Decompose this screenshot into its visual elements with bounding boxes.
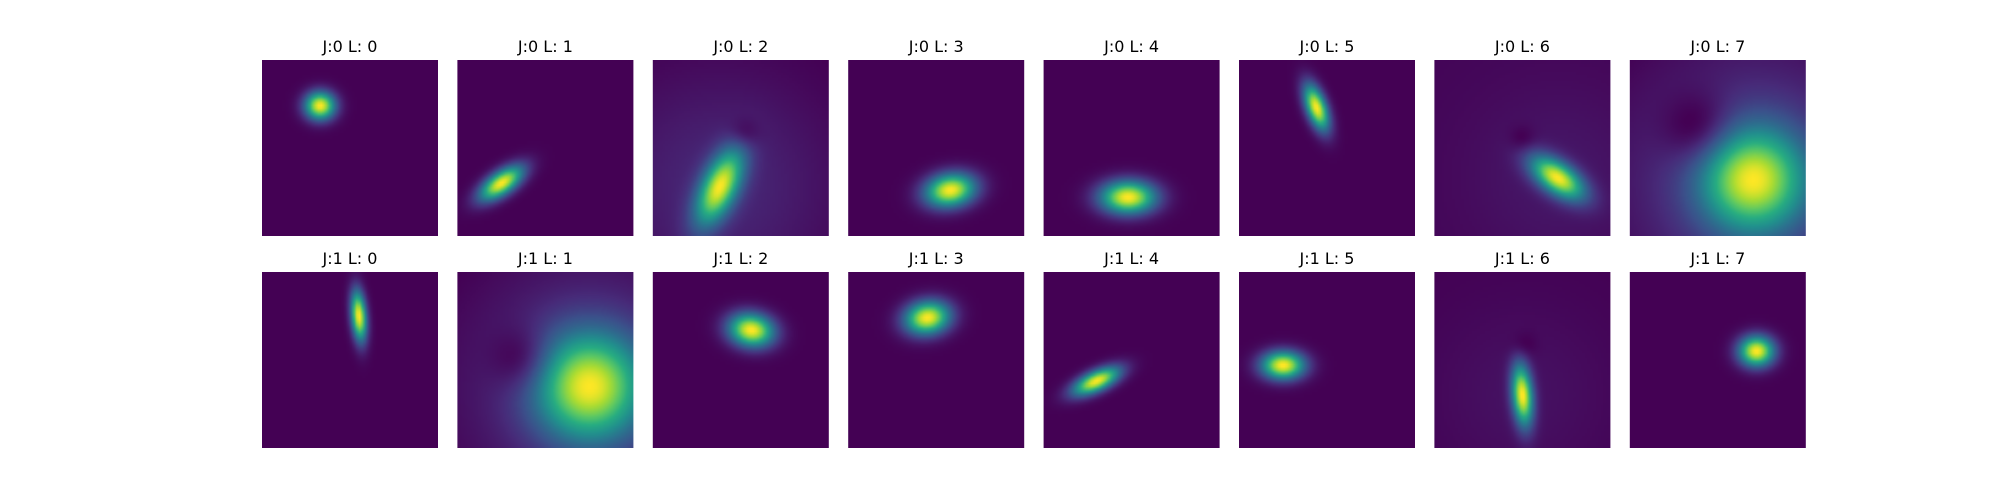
- heatmap-panel: J:1 L: 3: [848, 249, 1025, 448]
- panel-title: J:0 L: 0: [322, 37, 378, 56]
- panel-title: J:0 L: 5: [1299, 37, 1355, 56]
- heatmap-panel: J:0 L: 0: [262, 37, 438, 236]
- heatmap-image: [1239, 60, 1415, 236]
- heatmap-image: [652, 272, 829, 448]
- heatmap-panel: J:0 L: 1: [457, 37, 634, 236]
- heatmap-panel: J:1 L: 1: [457, 249, 634, 448]
- panel-title: J:1 L: 5: [1299, 249, 1355, 268]
- panel-title: J:0 L: 4: [1103, 37, 1159, 56]
- panel-title: J:1 L: 2: [712, 249, 768, 268]
- panel-title: J:1 L: 6: [1494, 249, 1550, 268]
- heatmap-panel: J:1 L: 2: [652, 249, 829, 448]
- heatmap-image: [848, 60, 1025, 236]
- heatmap-panel: J:1 L: 4: [1043, 249, 1220, 448]
- heatmap-image: [1043, 272, 1220, 448]
- panels-layer: J:0 L: 0 J:0 L: 1 J:0 L: 2 J:0 L: 3 J:0 L: 4…: [262, 37, 1806, 448]
- heatmap-panel: J:0 L: 3: [848, 37, 1025, 236]
- heatmap-image: [848, 272, 1025, 448]
- panel-title: J:1 L: 1: [517, 249, 573, 268]
- heatmap-image: [1239, 272, 1415, 448]
- heatmap-image: [1629, 272, 1806, 448]
- heatmap-panel: J:1 L: 0: [262, 249, 438, 448]
- panel-title: J:1 L: 4: [1103, 249, 1159, 268]
- heatmap-panel: J:1 L: 5: [1239, 249, 1415, 448]
- heatmap-image: [457, 272, 634, 448]
- panel-title: J:0 L: 6: [1494, 37, 1550, 56]
- heatmap-image: [1434, 60, 1611, 236]
- heatmap-panel: J:0 L: 2: [652, 37, 829, 236]
- heatmap-panel: J:0 L: 7: [1629, 37, 1806, 236]
- heatmap-image: [652, 60, 829, 236]
- panel-title: J:1 L: 7: [1689, 249, 1745, 268]
- heatmap-panel: J:0 L: 4: [1043, 37, 1220, 236]
- panel-title: J:1 L: 0: [322, 249, 378, 268]
- heatmap-image: [262, 272, 438, 448]
- heatmap-image: [262, 60, 438, 236]
- heatmap-panel: J:0 L: 6: [1434, 37, 1611, 236]
- heatmap-image: [1043, 60, 1220, 236]
- panel-title: J:0 L: 7: [1689, 37, 1745, 56]
- heatmap-image: [1629, 60, 1806, 236]
- heatmap-panel: J:0 L: 5: [1239, 37, 1415, 236]
- panel-title: J:0 L: 3: [908, 37, 964, 56]
- heatmap-image: [457, 60, 634, 236]
- heatmap-panel: J:1 L: 7: [1629, 249, 1806, 448]
- heatmap-panel: J:1 L: 6: [1434, 249, 1611, 448]
- panel-title: J:0 L: 2: [712, 37, 768, 56]
- panel-title: J:1 L: 3: [908, 249, 964, 268]
- heatmap-image: [1434, 272, 1611, 448]
- panel-title: J:0 L: 1: [517, 37, 573, 56]
